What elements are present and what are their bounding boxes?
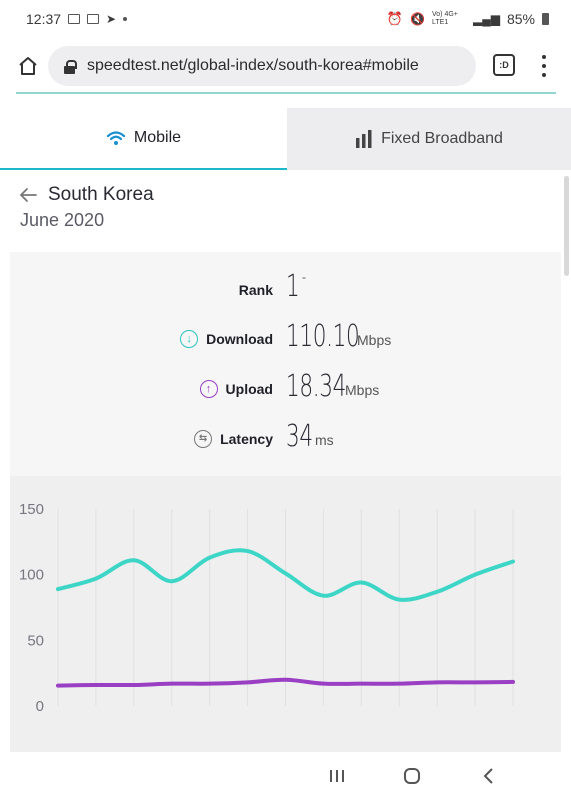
connection-tabs: Mobile Fixed Broadband: [0, 108, 571, 170]
latency-value: 34: [286, 419, 313, 454]
upload-unit: Mbps: [345, 382, 380, 398]
wifi-icon: [106, 131, 126, 145]
system-nav-bar: [0, 752, 571, 800]
stats-card: Rank 1 - ↓ Download 110.10 Mbps ↑ Upload…: [10, 252, 561, 476]
back-chevron-icon: [483, 768, 493, 784]
latency-icon: ⇆: [194, 430, 213, 448]
battery-icon: [542, 13, 549, 25]
upload-label-group: ↑ Upload: [199, 380, 273, 398]
rank-value: 1: [286, 269, 300, 304]
mail-icon: [68, 14, 81, 24]
telegram-icon: ➤: [106, 12, 117, 26]
back-nav-button[interactable]: [480, 766, 496, 786]
status-right: ⏰ 🔇 Vo) 4G+ LTE1 ▂▄▆ 85%: [387, 11, 549, 27]
home-nav-button[interactable]: [402, 766, 422, 786]
recent-apps-button[interactable]: [328, 766, 346, 786]
upload-label: Upload: [225, 381, 273, 397]
y-tick-label: 50: [27, 632, 44, 649]
upload-value: 18.34: [286, 369, 347, 404]
menu-dot-icon: [542, 73, 546, 77]
upload-row: ↑ Upload 18.34 Mbps: [10, 366, 561, 406]
back-link[interactable]: South Korea: [18, 184, 154, 206]
tab-mobile[interactable]: Mobile: [0, 108, 287, 170]
lock-icon: [64, 59, 77, 74]
recent-apps-icon: [330, 770, 344, 782]
page-divider: [16, 92, 556, 94]
download-series-line: [56, 548, 515, 602]
rank-label: Rank: [238, 282, 273, 298]
tab-fixed-broadband[interactable]: Fixed Broadband: [287, 108, 571, 170]
latency-row: ⇆ Latency 34 ms: [10, 416, 561, 456]
network-label: Vo) 4G+ LTE1: [432, 11, 458, 26]
page-scrollbar[interactable]: [564, 176, 569, 276]
url-text: speedtest.net/global-index/south-korea#m…: [87, 57, 419, 74]
browser-toolbar: speedtest.net/global-index/south-korea#m…: [0, 38, 571, 94]
rank-row: Rank 1 -: [10, 266, 561, 306]
download-unit: Mbps: [357, 332, 392, 348]
rank-change: -: [302, 270, 306, 284]
upload-icon: ↑: [199, 380, 218, 398]
y-tick-label: 150: [19, 501, 44, 518]
rank-label-group: Rank: [239, 282, 273, 298]
home-icon: [19, 57, 37, 75]
menu-dot-icon: [542, 55, 546, 59]
report-period: June 2020: [20, 210, 105, 230]
alarm-icon: ⏰: [386, 11, 404, 26]
upload-series-line: [56, 677, 515, 688]
status-left: 12:37 ➤: [26, 11, 128, 27]
battery-percent: 85%: [506, 11, 535, 27]
bar-chart-icon: [356, 130, 372, 148]
status-time: 12:37: [26, 11, 62, 27]
address-bar[interactable]: speedtest.net/global-index/south-korea#m…: [48, 46, 476, 86]
download-row: ↓ Download 110.10 Mbps: [10, 316, 561, 356]
status-bar: 12:37 ➤ ⏰ 🔇 Vo) 4G+ LTE1 ▂▄▆ 85%: [0, 0, 571, 38]
home-button[interactable]: [4, 42, 52, 90]
download-icon: ↓: [180, 330, 199, 348]
signal-icon: ▂▄▆: [473, 12, 500, 26]
tab-mobile-label: Mobile: [133, 129, 182, 146]
overflow-menu-button[interactable]: [535, 52, 553, 80]
menu-dot-icon: [542, 64, 546, 68]
y-tick-label: 100: [19, 567, 44, 584]
download-label: Download: [206, 331, 273, 347]
download-label-group: ↓ Download: [180, 330, 273, 348]
latency-unit: ms: [315, 432, 334, 448]
latency-label: Latency: [220, 431, 273, 447]
y-tick-label: 0: [36, 698, 44, 715]
arrow-left-icon: [19, 188, 37, 202]
home-circle-icon: [404, 768, 420, 784]
image-icon: [87, 14, 100, 24]
notification-dot-icon: [123, 17, 128, 21]
country-name: South Korea: [48, 184, 154, 205]
tab-switcher-button[interactable]: :D: [493, 54, 515, 76]
latency-label-group: ⇆ Latency: [194, 430, 273, 448]
download-value: 110.10: [286, 319, 360, 354]
tab-fixed-label: Fixed Broadband: [381, 130, 503, 147]
mute-icon: 🔇: [410, 12, 425, 26]
speed-history-chart: 150 100 50 0: [19, 501, 515, 715]
